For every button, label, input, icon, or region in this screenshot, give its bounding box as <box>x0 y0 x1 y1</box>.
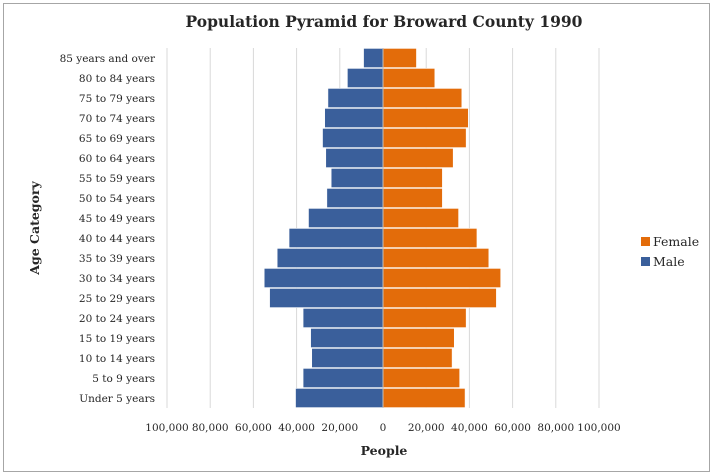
legend-swatch-female <box>641 237 650 246</box>
x-tick-label: 100,000 <box>145 422 188 434</box>
category-label: 60 to 64 years <box>79 153 155 165</box>
bar-male <box>325 148 384 168</box>
x-tick-label: 80,000 <box>537 422 574 434</box>
bar-female <box>382 368 460 388</box>
bar-female <box>382 288 497 308</box>
y-axis-title: Age Category <box>27 181 42 276</box>
bar-male <box>302 368 384 388</box>
bar-female <box>382 68 436 88</box>
chart-title: Population Pyramid for Broward County 19… <box>186 12 583 31</box>
bar-male <box>295 388 384 408</box>
bar-female <box>382 128 467 148</box>
category-label: 65 to 69 years <box>79 133 155 145</box>
bar-female <box>382 268 502 288</box>
bar-female <box>382 208 459 228</box>
category-label: 20 to 24 years <box>79 313 155 325</box>
category-labels: Under 5 years 5 to 9 years 10 to 14 years 1… <box>60 53 156 405</box>
bar-male <box>276 248 384 268</box>
category-label: 30 to 34 years <box>79 273 155 285</box>
category-label: 50 to 54 years <box>79 193 155 205</box>
category-label: 85 years and over <box>60 53 156 65</box>
bar-female <box>382 248 490 268</box>
bar-male <box>308 208 384 228</box>
bar-male <box>327 88 384 108</box>
category-label: 55 to 59 years <box>79 173 155 185</box>
bar-male <box>263 268 384 288</box>
bar-male <box>326 188 384 208</box>
legend-swatch-male <box>641 257 650 266</box>
bar-female <box>382 348 453 368</box>
category-label: 10 to 14 years <box>79 353 155 365</box>
category-label: 35 to 39 years <box>79 253 155 265</box>
bar-male <box>322 128 384 148</box>
bar-female <box>382 328 455 348</box>
bar-female <box>382 388 466 408</box>
bar-female <box>382 168 443 188</box>
bar-female <box>382 308 467 328</box>
bar-male <box>347 68 384 88</box>
bar-female <box>382 88 463 108</box>
legend-label-male: Male <box>653 254 685 269</box>
category-label: Under 5 years <box>79 393 155 405</box>
x-tick-label: 20,000 <box>408 422 445 434</box>
bars <box>263 48 502 408</box>
x-axis-title: People <box>361 443 408 458</box>
bar-male <box>311 348 384 368</box>
category-label: 40 to 44 years <box>79 233 155 245</box>
x-tick-labels: 100,000 80,000 60,000 40,000 20,000 0 20,000 40… <box>145 422 620 434</box>
bar-female <box>382 48 417 68</box>
x-tick-label: 60,000 <box>235 422 272 434</box>
category-label: 70 to 74 years <box>79 113 155 125</box>
bar-male <box>330 168 384 188</box>
bar-male <box>363 48 384 68</box>
category-label: 25 to 29 years <box>79 293 155 305</box>
bar-male <box>288 228 384 248</box>
x-tick-label: 40,000 <box>451 422 488 434</box>
x-tick-label: 20,000 <box>321 422 358 434</box>
bar-female <box>382 148 454 168</box>
category-label: 5 to 9 years <box>92 373 155 385</box>
legend: Female Male <box>641 234 699 269</box>
bar-male <box>324 108 384 128</box>
x-tick-label: 0 <box>380 422 387 434</box>
bar-male <box>310 328 384 348</box>
legend-label-female: Female <box>653 234 699 249</box>
x-tick-label: 40,000 <box>278 422 315 434</box>
bar-female <box>382 188 443 208</box>
x-tick-label: 100,000 <box>577 422 620 434</box>
category-label: 45 to 49 years <box>79 213 155 225</box>
x-tick-label: 80,000 <box>192 422 229 434</box>
bar-male <box>269 288 384 308</box>
category-label: 75 to 79 years <box>79 93 155 105</box>
bar-female <box>382 108 469 128</box>
bar-female <box>382 228 478 248</box>
x-tick-label: 60,000 <box>494 422 531 434</box>
category-label: 15 to 19 years <box>79 333 155 345</box>
category-label: 80 to 84 years <box>79 73 155 85</box>
bar-male <box>302 308 384 328</box>
